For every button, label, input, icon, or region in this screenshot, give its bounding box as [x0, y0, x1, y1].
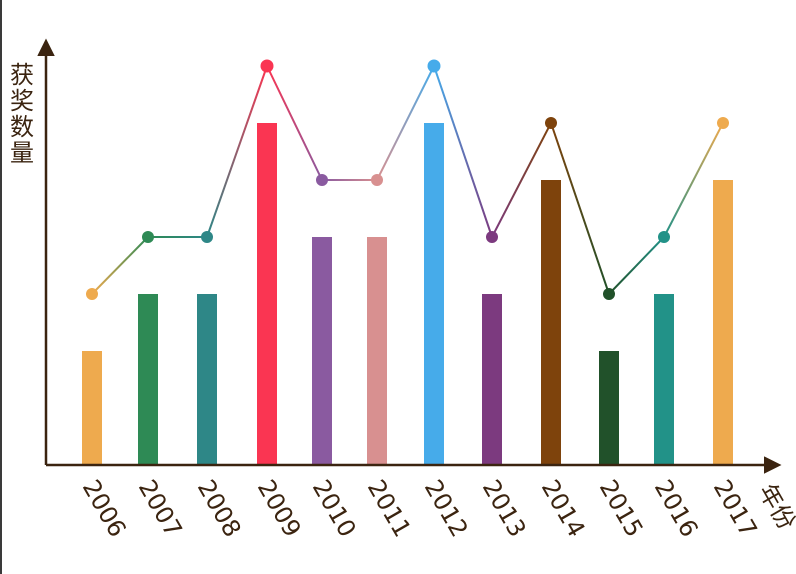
line-segment-2014	[550, 122, 610, 295]
line-point-2010	[316, 174, 328, 186]
line-segment-2012	[433, 65, 493, 238]
bar-2015	[599, 351, 619, 465]
x-tick-labels: 2006 2007 2008 2009 2010 2011 2012 2013 2014 2015…	[77, 475, 763, 542]
x-tick-2009: 2009	[252, 475, 307, 542]
bars-group	[82, 123, 733, 465]
bar-2006	[82, 351, 102, 465]
bar-2007	[138, 294, 158, 465]
line-group	[86, 59, 729, 300]
line-segment-2011	[376, 65, 435, 181]
x-tick-2006: 2006	[77, 475, 132, 542]
line-point-2013	[486, 231, 498, 243]
x-tick-2007: 2007	[133, 475, 188, 542]
line-point-2011	[371, 174, 383, 186]
x-tick-2011: 2011	[362, 475, 417, 542]
bar-2016	[654, 294, 674, 465]
x-tick-2012: 2012	[419, 475, 474, 542]
line-point-2017	[717, 117, 729, 129]
line-segment-2015	[608, 236, 665, 295]
bar-2009	[257, 123, 277, 465]
x-tick-2013: 2013	[477, 475, 532, 542]
x-tick-2010: 2010	[307, 475, 362, 542]
line-point-2008	[201, 231, 213, 243]
line-segment-2008	[206, 65, 268, 238]
bar-2014	[541, 180, 561, 465]
x-tick-2015: 2015	[594, 475, 649, 542]
x-tick-2016: 2016	[649, 475, 704, 542]
line-segment-2016	[663, 122, 724, 238]
bar-2008	[197, 294, 217, 465]
line-segment-2009	[266, 65, 323, 181]
x-tick-2014: 2014	[536, 475, 591, 542]
line-point-2016	[658, 231, 670, 243]
x-tick-2017: 2017	[708, 475, 763, 542]
line-segment-2006	[91, 236, 149, 295]
line-segment-2013	[491, 122, 552, 238]
x-tick-2008: 2008	[192, 475, 247, 542]
line-point-2009	[260, 59, 274, 73]
line-point-2015	[603, 288, 615, 300]
window-left-border	[0, 0, 2, 574]
bar-2013	[482, 294, 502, 465]
line-point-2012	[427, 59, 441, 73]
line-point-2006	[86, 288, 98, 300]
bar-2012	[424, 123, 444, 465]
line-point-2007	[142, 231, 154, 243]
line-point-2014	[545, 117, 557, 129]
y-axis-label: 获奖数量	[10, 61, 34, 167]
bar-2011	[367, 237, 387, 465]
bar-2010	[312, 237, 332, 465]
bar-2017	[713, 180, 733, 465]
